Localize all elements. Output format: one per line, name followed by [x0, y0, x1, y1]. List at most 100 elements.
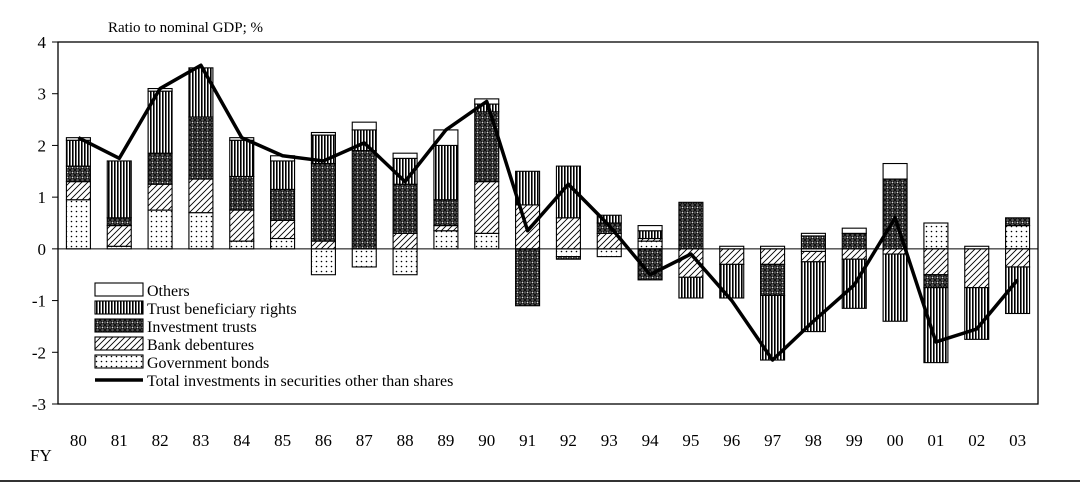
bar-segment-white [351, 121, 377, 131]
bar-segment-dots [392, 248, 418, 276]
bar-segment-diagonal [555, 217, 581, 250]
bar-segment-crosshatch [555, 256, 581, 260]
x-tick-label: 80 [70, 431, 87, 450]
x-tick-label: 96 [723, 431, 740, 450]
y-tick-label: 0 [38, 240, 47, 259]
bar-segment-crosshatch [678, 201, 704, 250]
bar-segment-vertical [800, 261, 826, 333]
x-tick-label: 98 [805, 431, 822, 450]
bar-segment-white [800, 232, 826, 237]
bar-segment-vertical [596, 214, 622, 224]
bar-segment-diagonal [433, 225, 459, 232]
x-tick-label: 84 [233, 431, 251, 450]
bar-segment-crosshatch [351, 150, 377, 250]
bar-segment-crosshatch [229, 175, 255, 211]
bar-segment-diagonal [719, 248, 745, 265]
bar-segment-vertical [515, 170, 541, 206]
bar-segment-diagonal [1005, 248, 1031, 268]
bar-segment-vertical [923, 287, 949, 364]
bar-segment-crosshatch [270, 188, 296, 221]
legend-swatch-crosshatch [94, 318, 144, 333]
bar-segment-diagonal [760, 248, 786, 265]
x-tick-label: 95 [682, 431, 699, 450]
bar-segment-diagonal [106, 225, 132, 247]
x-tick-label: 89 [437, 431, 454, 450]
x-tick-label: 00 [887, 431, 904, 450]
y-ticks: 4 3 2 1 0 -1 -2 -3 [32, 33, 58, 414]
bar-segment-dots [351, 248, 377, 268]
bar-segment-diagonal [270, 219, 296, 240]
x-tick-label: 88 [397, 431, 414, 450]
bar-segment-diagonal [800, 250, 826, 263]
bottom-rule [0, 480, 1080, 482]
bar-segment-crosshatch [841, 232, 867, 250]
bar-segment-vertical [188, 67, 214, 118]
bar-segment-diagonal [964, 248, 990, 289]
x-tick-label: 83 [192, 431, 209, 450]
y-tick-label: 4 [38, 33, 47, 52]
bar-segment-diagonal [65, 181, 91, 201]
x-tick-label: 03 [1009, 431, 1026, 450]
bar-segment-dots [637, 240, 663, 250]
y-tick-label: -1 [32, 292, 46, 311]
bar-segment-crosshatch [147, 152, 173, 185]
bar-segment-crosshatch [310, 162, 336, 242]
bar-segment-dots [188, 212, 214, 250]
bar-segment-crosshatch [65, 165, 91, 183]
bar-segment-diagonal [229, 209, 255, 242]
bar-segment-dots [270, 237, 296, 250]
bar-segment-white [392, 152, 418, 159]
x-axis-label: FY [30, 446, 52, 465]
bar-segment-crosshatch [188, 116, 214, 180]
x-tick-label: 94 [642, 431, 660, 450]
y-tick-label: 1 [38, 188, 47, 207]
bar-segment-diagonal [474, 181, 500, 234]
bar-segment-dots [310, 248, 336, 276]
bar-segment-diagonal [147, 183, 173, 211]
bar-segment-vertical [637, 230, 663, 240]
bar-segment-dots [433, 230, 459, 250]
bar-segment-vertical [882, 253, 908, 322]
legend-label: Trust beneficiary rights [147, 301, 297, 318]
bar-segment-dots [1005, 225, 1031, 250]
bar-segment-dots [229, 240, 255, 250]
bar-segment-dots [596, 248, 622, 258]
bar-segment-crosshatch [760, 263, 786, 296]
x-tick-label: 82 [152, 431, 169, 450]
x-tick-label: 92 [560, 431, 577, 450]
bar-segment-crosshatch [106, 217, 132, 227]
bar-segment-dots [65, 199, 91, 250]
legend-background [88, 279, 320, 393]
bar-segment-diagonal [188, 178, 214, 214]
legend-label: Total investments in securities other th… [147, 373, 453, 390]
bar-segment-dots [474, 232, 500, 250]
bar-segment-vertical [270, 160, 296, 190]
bar-segment-crosshatch [515, 248, 541, 307]
legend-label: Investment trusts [147, 319, 257, 336]
bar-segment-white [310, 131, 336, 136]
legend-swatch-white [94, 282, 144, 297]
bar-segment-diagonal [923, 248, 949, 276]
bar-segment-vertical [1005, 266, 1031, 315]
bar-segment-diagonal [841, 248, 867, 260]
bar-segment-dots [923, 222, 949, 250]
legend-label: Others [147, 283, 190, 300]
x-tick-label: 02 [968, 431, 985, 450]
x-tick-label: 87 [356, 431, 374, 450]
legend-swatch-diagonal [94, 336, 144, 351]
bar-segment-crosshatch [800, 235, 826, 250]
y-tick-label: 3 [38, 85, 47, 104]
bar-segment-vertical [678, 276, 704, 299]
bar-segment-vertical [433, 144, 459, 201]
bar-segment-crosshatch [923, 274, 949, 289]
bar-segment-diagonal [392, 232, 418, 250]
bar-segment-crosshatch [433, 199, 459, 227]
x-tick-label: 01 [927, 431, 944, 450]
y-axis-label: Ratio to nominal GDP; % [108, 20, 263, 36]
bar-segment-white [882, 162, 908, 180]
x-tick-label: 85 [274, 431, 291, 450]
bar-segment-white [637, 225, 663, 232]
legend-label: Government bonds [147, 355, 269, 372]
total-line [77, 63, 1019, 362]
